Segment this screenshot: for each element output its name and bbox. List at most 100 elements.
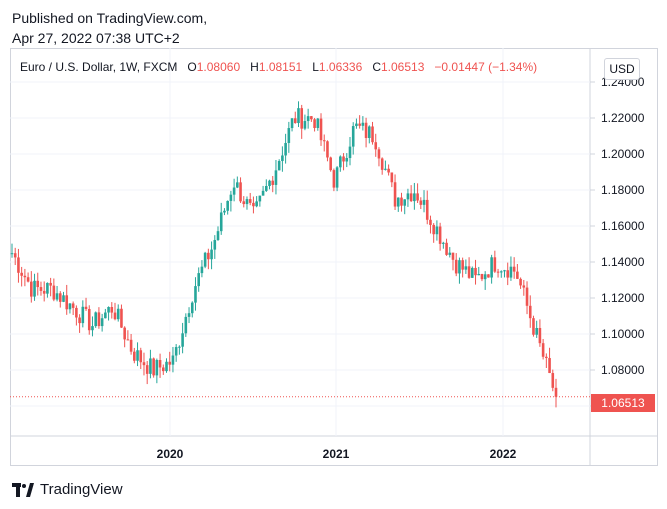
candle-body — [271, 180, 275, 185]
candle-body — [107, 307, 110, 313]
candlestick-chart[interactable]: 1.240001.220001.200001.180001.160001.140… — [10, 48, 658, 466]
candle-body — [416, 193, 419, 201]
candle-body — [310, 116, 313, 120]
candle-body — [255, 201, 258, 207]
low-label: L — [312, 60, 319, 74]
candle-body — [126, 339, 130, 341]
candle-body — [342, 156, 345, 162]
candle-body — [361, 122, 365, 126]
candle-body — [290, 118, 294, 129]
candle-body — [75, 307, 78, 318]
y-tick-label: 1.08000 — [601, 363, 645, 377]
candle-body — [464, 266, 468, 270]
candle-body — [81, 306, 85, 324]
candle-body — [190, 302, 194, 314]
candle-body — [62, 295, 65, 302]
candle-body — [368, 126, 371, 139]
candle-body — [303, 121, 307, 129]
candle-body — [219, 212, 223, 232]
candle-body — [413, 193, 416, 202]
candle-body — [348, 146, 352, 159]
candle-body — [384, 168, 387, 170]
candle-body — [313, 119, 316, 128]
candle-body — [268, 180, 271, 187]
candle-body — [20, 272, 23, 276]
candle-body — [68, 303, 72, 310]
candle-body — [210, 249, 213, 260]
candle-body — [512, 266, 516, 272]
candle-body — [380, 158, 384, 170]
candle-body — [104, 312, 107, 319]
candle-body — [155, 359, 159, 376]
tradingview-brand[interactable]: TradingView — [12, 481, 123, 498]
candle-body — [493, 257, 497, 272]
candle-body — [322, 140, 326, 142]
candle-body — [46, 282, 49, 294]
candle-body — [239, 182, 242, 202]
candle-body — [10, 253, 14, 255]
candle-body — [532, 318, 535, 335]
candle-body — [123, 327, 126, 340]
y-tick-label: 1.20000 — [601, 147, 645, 161]
y-tick-label: 1.18000 — [601, 183, 645, 197]
candle-body — [387, 168, 390, 173]
candle-body — [364, 122, 368, 139]
high-value: 1.08151 — [258, 60, 303, 74]
candle-body — [94, 312, 97, 327]
candle-body — [184, 316, 188, 334]
candle-body — [425, 199, 429, 220]
candle-body — [136, 350, 139, 361]
candle-body — [496, 271, 500, 273]
candle-body — [152, 358, 155, 376]
publish-info: Published on TradingView.com, Apr 27, 20… — [12, 8, 207, 48]
candle-body — [377, 149, 381, 159]
open-value: 1.08060 — [196, 60, 241, 74]
candle-body — [97, 312, 101, 327]
candle-body — [52, 285, 56, 300]
candle-body — [194, 286, 197, 303]
currency-button[interactable]: USD — [604, 58, 640, 80]
candle-body — [78, 317, 81, 324]
candle-body — [181, 333, 184, 347]
candle-body — [522, 285, 526, 288]
candle-body — [438, 226, 442, 244]
candle-body — [30, 281, 33, 297]
candle-body — [545, 356, 548, 359]
chart-legend: Euro / U.S. Dollar, 1W, FXCM O1.08060 H1… — [20, 60, 537, 74]
y-tick-label: 1.10000 — [601, 327, 645, 341]
candle-body — [396, 197, 400, 207]
candle-body — [84, 306, 88, 309]
y-tick-label: 1.12000 — [601, 291, 645, 305]
candle-body — [487, 274, 490, 278]
candle-body — [480, 274, 484, 280]
candle-body — [274, 170, 278, 185]
candle-body — [252, 202, 255, 207]
candle-body — [471, 267, 474, 278]
candle-body — [23, 275, 27, 278]
candle-body — [400, 197, 403, 206]
candle-body — [139, 350, 143, 363]
y-tick-label: 1.14000 — [601, 255, 645, 269]
candle-body — [171, 355, 175, 365]
candle-body — [17, 257, 20, 273]
x-tick-label: 2020 — [157, 447, 184, 461]
candle-body — [120, 308, 123, 328]
candle-body — [87, 308, 91, 331]
candle-body — [445, 242, 448, 255]
candle-body — [503, 270, 506, 272]
candle-body — [442, 242, 445, 244]
candle-body — [528, 305, 532, 319]
candle-body — [197, 273, 200, 287]
candle-body — [149, 358, 152, 374]
candle-body — [226, 200, 229, 211]
candle-body — [213, 239, 217, 250]
candle-body — [100, 318, 104, 327]
candle-body — [474, 267, 477, 276]
candle-body — [232, 187, 236, 195]
candle-body — [158, 359, 162, 368]
publish-line-1: Published on TradingView.com, — [12, 10, 208, 26]
last-price-tag: 1.06513 — [591, 394, 655, 412]
close-value: 1.06513 — [380, 60, 425, 74]
low-value: 1.06336 — [318, 60, 363, 74]
candle-body — [203, 252, 207, 267]
